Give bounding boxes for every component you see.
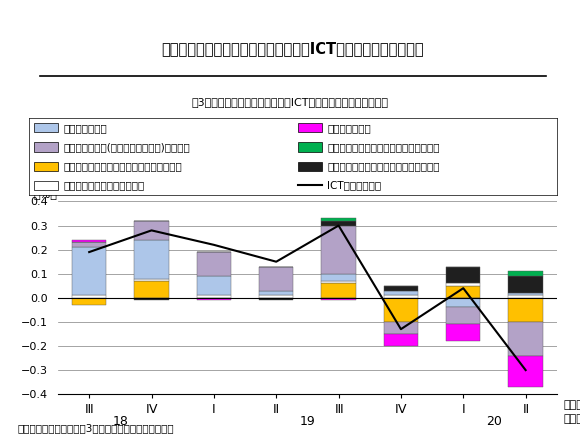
Text: 第3次産業活動指数総合に占めるICT関連サービス指数の寄与度: 第3次産業活動指数総合に占めるICT関連サービス指数の寄与度	[191, 97, 389, 107]
Bar	[384, 291, 418, 296]
Bar	[72, 243, 106, 247]
Bar	[197, 276, 231, 296]
Bar	[72, 298, 106, 305]
Bar	[446, 286, 480, 298]
Bar	[446, 266, 480, 283]
Bar	[321, 298, 356, 300]
Bar	[321, 283, 356, 298]
Text: ICT関連・寄与度: ICT関連・寄与度	[327, 180, 381, 191]
Bar	[321, 219, 356, 221]
Bar	[509, 356, 543, 387]
Text: 放送業・寄与度: 放送業・寄与度	[327, 123, 371, 133]
Bar	[197, 252, 231, 276]
Text: 18: 18	[113, 415, 128, 428]
Bar	[321, 281, 356, 283]
FancyBboxPatch shape	[34, 142, 58, 152]
Text: 19: 19	[299, 415, 316, 428]
Bar	[446, 298, 480, 307]
Bar	[384, 334, 418, 346]
Text: 通信業・寄与度: 通信業・寄与度	[63, 123, 107, 133]
Bar	[509, 271, 543, 276]
Bar	[135, 279, 169, 281]
FancyBboxPatch shape	[298, 123, 322, 132]
Bar	[259, 291, 293, 296]
Bar	[321, 221, 356, 226]
Text: （出所）経済産業省「第3次産業活動指数」より作成。: （出所）経済産業省「第3次産業活動指数」より作成。	[17, 424, 174, 434]
FancyBboxPatch shape	[298, 142, 322, 152]
Bar	[509, 293, 543, 296]
FancyBboxPatch shape	[34, 123, 58, 132]
Text: （%）: （%）	[33, 189, 57, 199]
FancyBboxPatch shape	[34, 162, 58, 171]
Text: 情報関連機器リース・レンタル・寄与度: 情報関連機器リース・レンタル・寄与度	[327, 161, 440, 171]
Text: インターネット附随サービス業・寄与度: インターネット附随サービス業・寄与度	[327, 142, 440, 152]
Bar	[321, 226, 356, 274]
Bar	[135, 221, 169, 240]
Bar	[259, 298, 293, 300]
FancyBboxPatch shape	[34, 181, 58, 190]
Bar	[446, 283, 480, 286]
Bar	[509, 298, 543, 322]
Text: 図表３　第３次産業活動指数に占めるICT関連サービスの寄与度: 図表３ 第３次産業活動指数に占めるICT関連サービスの寄与度	[162, 41, 424, 56]
Text: インターネット広告・寄与度: インターネット広告・寄与度	[63, 180, 144, 191]
Bar	[384, 322, 418, 334]
Bar	[384, 286, 418, 291]
FancyBboxPatch shape	[298, 162, 322, 171]
Bar	[197, 298, 231, 300]
Bar	[509, 296, 543, 298]
Bar	[509, 322, 543, 356]
Bar	[259, 296, 293, 298]
Bar	[509, 276, 543, 293]
Text: （期）: （期）	[564, 400, 580, 410]
Bar	[72, 247, 106, 296]
Text: コンテンツ制作・配給・レンタル・寄与度: コンテンツ制作・配給・レンタル・寄与度	[63, 161, 182, 171]
Text: 20: 20	[487, 415, 502, 428]
Bar	[197, 296, 231, 298]
Bar	[135, 281, 169, 298]
Text: （年）: （年）	[564, 414, 580, 424]
Bar	[259, 266, 293, 291]
Bar	[321, 274, 356, 281]
Bar	[446, 307, 480, 324]
Bar	[72, 296, 106, 298]
Bar	[384, 296, 418, 298]
Bar	[135, 240, 169, 279]
Text: 情報サービス業(除くゲームソフト)・寄与度: 情報サービス業(除くゲームソフト)・寄与度	[63, 142, 190, 152]
Bar	[384, 298, 418, 322]
Bar	[446, 324, 480, 341]
Bar	[72, 240, 106, 243]
Bar	[135, 298, 169, 300]
